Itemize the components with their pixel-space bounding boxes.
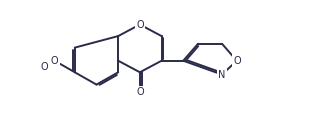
Text: O: O (51, 56, 59, 66)
Text: N: N (218, 70, 226, 80)
Text: O: O (136, 19, 144, 30)
Text: O: O (234, 56, 241, 66)
Text: O: O (136, 87, 144, 97)
Text: O: O (41, 62, 49, 72)
